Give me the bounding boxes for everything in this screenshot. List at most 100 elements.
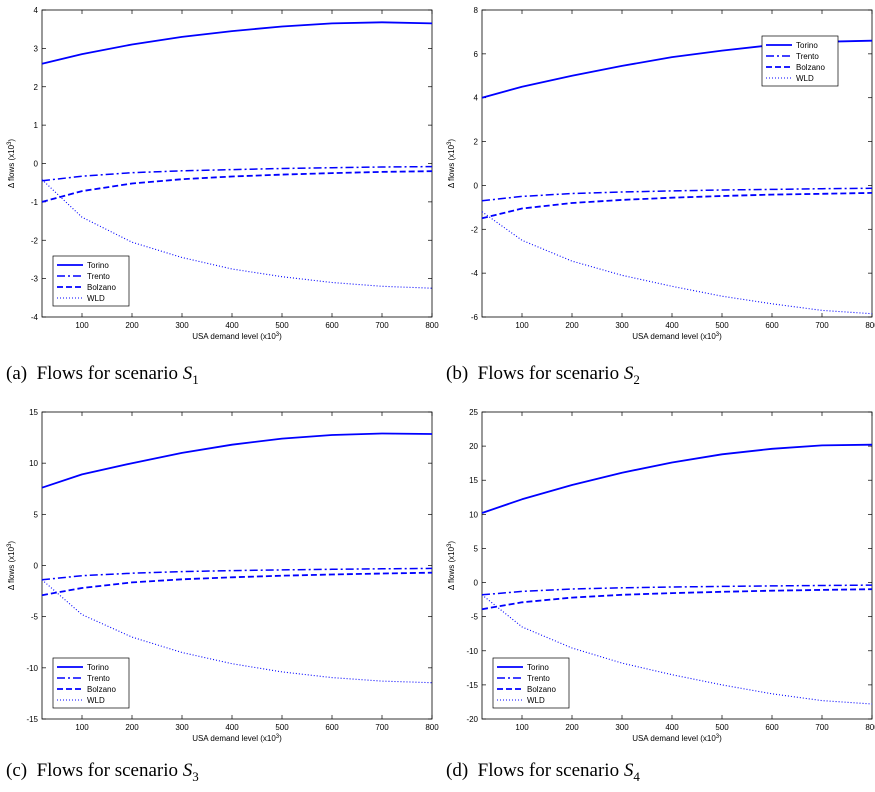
y-tick-label: -15 <box>26 715 38 724</box>
chart-caption: (c) Flows for scenario S3 <box>6 760 199 785</box>
y-tick-label: -2 <box>31 236 39 245</box>
caption-symbol: S <box>623 760 634 781</box>
legend-label-wld: WLD <box>796 74 814 83</box>
y-tick-label: 1 <box>34 121 39 130</box>
x-tick-label: 500 <box>715 321 729 330</box>
y-tick-label: 8 <box>474 6 479 15</box>
series-line-trento <box>41 567 433 581</box>
chart-caption: (a) Flows for scenario S1 <box>6 363 199 388</box>
legend-label-torino: Torino <box>527 663 549 672</box>
x-axis-label: USA demand level (x103) <box>632 332 722 341</box>
y-tick-label: 6 <box>474 50 479 59</box>
y-tick-label: 4 <box>474 94 479 103</box>
x-tick-label: 600 <box>325 723 339 732</box>
caption-text: (b) Flows for scenario <box>446 363 624 384</box>
chart-svg: 100 200 300 400 500 600 700 800 -6 -4 -2 0 2 4 6 8 USA d… <box>447 6 875 341</box>
y-tick-label: 0 <box>34 160 39 169</box>
x-tick-label: 500 <box>275 321 289 330</box>
x-tick-label: 700 <box>375 723 389 732</box>
series-line-wld <box>481 594 873 705</box>
x-tick-label: 100 <box>515 321 529 330</box>
chart-panel-1: 100 200 300 400 500 600 700 800 -4 -3 -2 -1 0 1 2 3 4 USA… <box>0 0 440 387</box>
x-tick-label: 100 <box>75 321 89 330</box>
x-tick-label: 600 <box>765 321 779 330</box>
y-tick-label: 0 <box>34 562 39 571</box>
x-tick-label: 300 <box>615 321 629 330</box>
y-axis-label: Δ flows (x103) <box>7 139 16 188</box>
x-tick-label: 300 <box>175 321 189 330</box>
x-tick-label: 300 <box>175 723 189 732</box>
x-tick-label: 800 <box>865 723 875 732</box>
x-tick-label: 600 <box>765 723 779 732</box>
y-tick-label: 20 <box>469 442 478 451</box>
legend-label-wld: WLD <box>87 294 105 303</box>
series-line-torino <box>41 432 433 489</box>
y-tick-label: 25 <box>469 408 478 417</box>
legend-label-trento: Trento <box>87 674 110 683</box>
x-tick-label: 300 <box>615 723 629 732</box>
y-tick-label: 15 <box>29 408 38 417</box>
series-line-bolzano <box>481 588 873 611</box>
y-tick-label: 5 <box>34 510 39 519</box>
caption-subscript: 2 <box>633 371 640 387</box>
caption-symbol: S <box>182 760 193 781</box>
x-tick-label: 200 <box>565 723 579 732</box>
legend-label-bolzano: Bolzano <box>796 63 825 72</box>
legend-label-wld: WLD <box>527 696 545 705</box>
y-tick-label: -20 <box>466 715 478 724</box>
y-axis-label: Δ flows (x103) <box>447 541 456 590</box>
series-line-torino <box>481 443 873 514</box>
y-tick-label: -5 <box>471 613 479 622</box>
legend-label-trento: Trento <box>527 674 550 683</box>
x-tick-label: 100 <box>515 723 529 732</box>
caption-subscript: 1 <box>192 371 199 387</box>
y-tick-label: 2 <box>474 138 479 147</box>
legend-label-bolzano: Bolzano <box>527 685 556 694</box>
x-tick-label: 700 <box>815 321 829 330</box>
chart-caption: (d) Flows for scenario S4 <box>446 760 640 785</box>
legend-label-trento: Trento <box>796 52 819 61</box>
y-tick-label: -10 <box>26 664 38 673</box>
x-tick-label: 400 <box>225 723 239 732</box>
series-line-torino <box>41 21 433 65</box>
series-line-wld <box>481 211 873 315</box>
legend-label-torino: Torino <box>796 41 818 50</box>
y-tick-label: -3 <box>31 275 39 284</box>
caption-text: (a) Flows for scenario <box>6 363 183 384</box>
chart-panel-3: 100 200 300 400 500 600 700 800 -15 -10 -5 0 5 10 15 US… <box>0 402 440 784</box>
legend-label-trento: Trento <box>87 272 110 281</box>
caption-text: (d) Flows for scenario <box>446 760 624 781</box>
legend: Torino Trento Bolzano WLD <box>492 657 570 709</box>
y-tick-label: 10 <box>29 459 38 468</box>
plot-frame <box>481 9 873 318</box>
legend-label-wld: WLD <box>87 696 105 705</box>
y-tick-label: 0 <box>474 181 479 190</box>
y-axis-label: Δ flows (x103) <box>447 139 456 188</box>
caption-subscript: 4 <box>633 768 640 784</box>
series-line-bolzano <box>41 571 433 597</box>
chart-svg: 100 200 300 400 500 600 700 800 -20 -15 -10 -5 0 5 10 1… <box>447 408 875 743</box>
caption-symbol: S <box>623 363 634 384</box>
y-tick-label: 2 <box>34 83 39 92</box>
y-tick-label: -4 <box>31 313 39 322</box>
legend-label-torino: Torino <box>87 261 109 270</box>
x-tick-label: 500 <box>275 723 289 732</box>
x-tick-label: 400 <box>225 321 239 330</box>
x-axis-label: USA demand level (x103) <box>192 332 282 341</box>
y-tick-label: -4 <box>471 269 479 278</box>
x-tick-label: 600 <box>325 321 339 330</box>
x-tick-label: 200 <box>565 321 579 330</box>
y-tick-label: 10 <box>469 510 478 519</box>
y-tick-label: -10 <box>466 647 478 656</box>
y-tick-label: -6 <box>471 313 479 322</box>
x-axis-label: USA demand level (x103) <box>192 734 282 743</box>
legend: Torino Trento Bolzano WLD <box>52 255 130 307</box>
x-tick-label: 800 <box>425 723 439 732</box>
y-tick-label: -15 <box>466 681 478 690</box>
x-tick-label: 200 <box>125 321 139 330</box>
series-line-bolzano <box>41 170 433 203</box>
series-line-wld <box>41 179 433 289</box>
series-line-trento <box>41 165 433 182</box>
chart-panel-4: 100 200 300 400 500 600 700 800 -20 -15 -10 -5 0 5 10 1… <box>440 402 875 784</box>
series-line-wld <box>41 579 433 684</box>
